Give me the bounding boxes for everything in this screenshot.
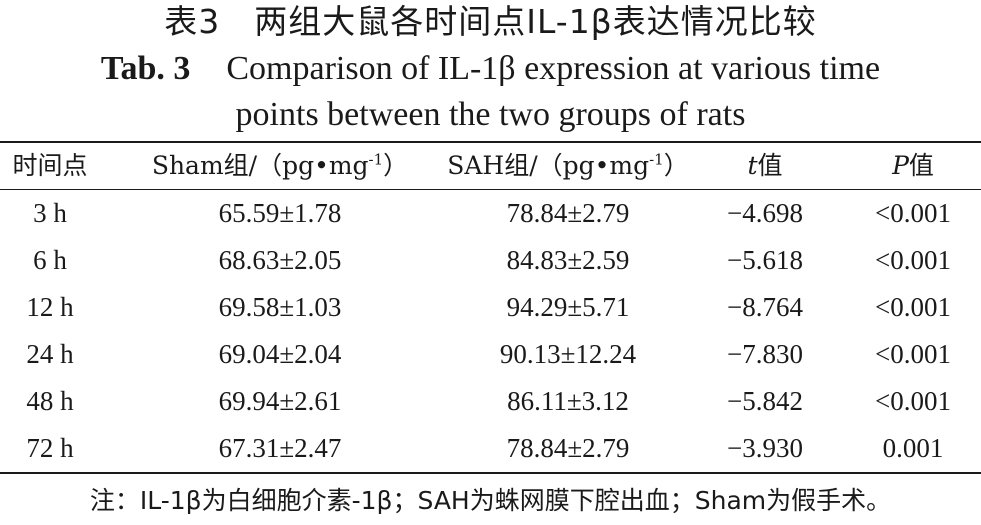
cell-p: <0.001 xyxy=(875,245,951,275)
header-sham: Sham组/（pg•mg-1） xyxy=(130,143,430,189)
cell-sah: 94.29±5.71 xyxy=(506,292,630,322)
cell-sah: 90.13±12.24 xyxy=(499,339,637,369)
header-sah-sup: -1 xyxy=(649,150,664,169)
table-title-en-text1: Comparison of IL-1β expression at variou… xyxy=(226,50,881,87)
cell-sham: 67.31±2.47 xyxy=(218,433,342,463)
header-t-suffix: 值 xyxy=(757,151,783,180)
cell-sah: 78.84±2.79 xyxy=(506,433,630,463)
cell-sham: 69.94±2.61 xyxy=(218,386,342,416)
table-row: 48 h 69.94±2.61 86.11±3.12 −5.842 <0.001 xyxy=(0,378,981,424)
cell-sham: 69.04±2.04 xyxy=(218,339,342,369)
header-sah-text: SAH组/（pg•mg xyxy=(447,151,650,180)
cell-time: 3 h xyxy=(33,198,67,228)
header-time: 时间点 xyxy=(12,151,88,180)
header-sham-sup: -1 xyxy=(368,150,384,169)
cell-time: 24 h xyxy=(26,339,74,369)
table-row: 3 h 65.59±1.78 78.84±2.79 −4.698 <0.001 xyxy=(0,190,981,236)
cell-p: <0.001 xyxy=(875,198,951,228)
table-bottom-rule xyxy=(0,472,981,474)
header-sah-close: ） xyxy=(663,151,689,180)
header-sah: SAH组/（pg•mg-1） xyxy=(418,143,718,189)
header-p-value: P值 xyxy=(845,143,981,189)
table-footnote: 注：IL-1β为白细胞介素-1β；SAH为蛛网膜下腔出血；Sham为假手术。 xyxy=(89,486,892,515)
cell-p: <0.001 xyxy=(875,386,951,416)
table-label: Tab. 3 xyxy=(100,50,191,87)
table-top-rule xyxy=(0,141,981,143)
header-sham-text: Sham组/（pg•mg xyxy=(151,151,369,180)
cell-sah: 78.84±2.79 xyxy=(506,198,630,228)
cell-p: 0.001 xyxy=(882,433,944,463)
cell-sham: 68.63±2.05 xyxy=(218,245,342,275)
cell-t: −3.930 xyxy=(727,433,803,463)
header-sham-close: ） xyxy=(383,151,409,180)
header-t-value: t值 xyxy=(690,143,840,189)
table-row: 6 h 68.63±2.05 84.83±2.59 −5.618 <0.001 xyxy=(0,237,981,283)
header-p-suffix: 值 xyxy=(908,151,934,180)
table-row: 24 h 69.04±2.04 90.13±12.24 −7.830 <0.00… xyxy=(0,331,981,377)
cell-t: −7.830 xyxy=(727,339,803,369)
cell-sham: 65.59±1.78 xyxy=(218,198,342,228)
table-title-en-line2: points between the two groups of rats xyxy=(235,96,746,133)
cell-time: 6 h xyxy=(33,245,67,275)
table-row: 12 h 69.58±1.03 94.29±5.71 −8.764 <0.001 xyxy=(0,284,981,330)
header-t-var: t xyxy=(747,151,758,180)
cell-t: −5.618 xyxy=(727,245,803,275)
table-row: 72 h 67.31±2.47 78.84±2.79 −3.930 0.001 xyxy=(0,425,981,471)
table-header-row: 时间点 Sham组/（pg•mg-1） SAH组/（pg•mg-1） t值 P值 xyxy=(0,143,981,189)
cell-p: <0.001 xyxy=(875,339,951,369)
cell-time: 72 h xyxy=(26,433,74,463)
header-p-var: P xyxy=(892,151,909,180)
cell-sah: 86.11±3.12 xyxy=(507,386,629,416)
cell-p: <0.001 xyxy=(875,292,951,322)
cell-sham: 69.58±1.03 xyxy=(218,292,342,322)
table-title-cn: 表3 两组大鼠各时间点IL-1β表达情况比较 xyxy=(164,2,817,41)
table-title-en: Tab. 3 Comparison of IL-1β expression at … xyxy=(0,46,981,138)
cell-time: 48 h xyxy=(26,386,74,416)
cell-t: −8.764 xyxy=(727,292,803,322)
cell-t: −4.698 xyxy=(727,198,803,228)
table-header-rule xyxy=(0,189,981,190)
cell-sah: 84.83±2.59 xyxy=(506,245,630,275)
cell-t: −5.842 xyxy=(727,386,803,416)
table-title-en-line1: Tab. 3 Comparison of IL-1β expression at … xyxy=(0,46,981,92)
cell-time: 12 h xyxy=(26,292,74,322)
